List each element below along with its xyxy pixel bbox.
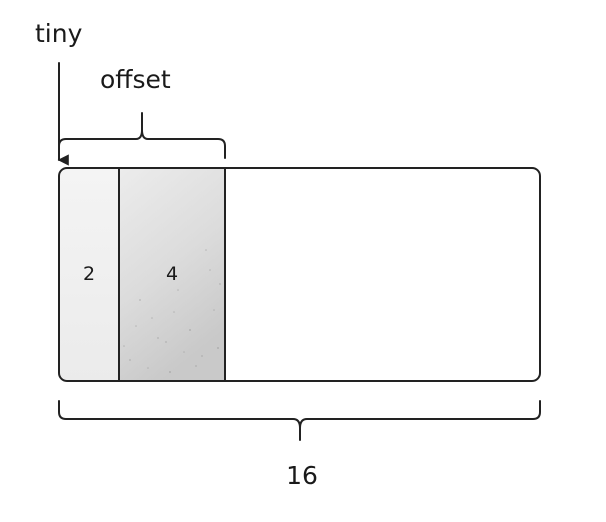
cell-first-value: 2 bbox=[83, 263, 95, 285]
total-brace bbox=[58, 400, 541, 441]
offset-brace bbox=[58, 112, 226, 159]
cell-offset-speckle bbox=[123, 249, 221, 373]
total-size-label: 16 bbox=[286, 461, 318, 490]
cell-first-fill-corner bbox=[100, 168, 119, 381]
cell-offset-fill bbox=[119, 168, 225, 381]
memory-block-outline bbox=[58, 167, 541, 382]
offset-label: offset bbox=[100, 65, 171, 94]
cell-offset-value: 4 bbox=[166, 263, 178, 285]
pointer-label: tiny bbox=[35, 19, 83, 48]
